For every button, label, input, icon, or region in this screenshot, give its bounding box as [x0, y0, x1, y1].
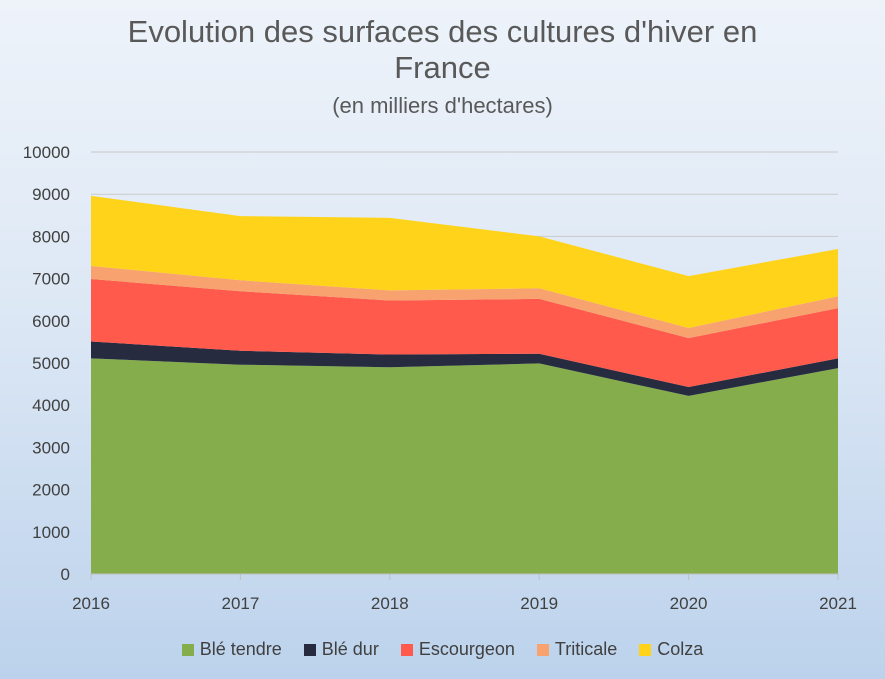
area-series-3	[91, 279, 838, 388]
chart-subtitle: (en milliers d'hectares)	[332, 93, 553, 118]
x-tick-label: 2021	[819, 594, 857, 613]
legend-label: Blé dur	[321, 639, 379, 659]
area-series-1	[91, 358, 838, 574]
legend-label: Blé tendre	[199, 639, 282, 659]
legend-item: Escourgeon	[400, 639, 515, 660]
legend-swatch	[639, 643, 652, 656]
legend-label: Colza	[657, 639, 704, 659]
x-tick-label: 2019	[520, 594, 558, 613]
x-tick-label: 2018	[371, 594, 409, 613]
legend-label: Triticale	[554, 639, 618, 659]
legend-swatch	[536, 643, 549, 656]
legend-item: Blé tendre	[181, 639, 282, 660]
legend-item: Colza	[639, 639, 703, 660]
y-tick-label: 3000	[32, 438, 70, 457]
y-tick-label: 1000	[32, 523, 70, 542]
legend-swatch	[181, 643, 194, 656]
y-tick-label: 10000	[23, 143, 70, 162]
legend-item: Blé dur	[303, 639, 379, 660]
chart-title-line1: Evolution des surfaces des cultures d'hi…	[127, 14, 758, 49]
legend-swatch	[303, 643, 316, 656]
x-tick-label: 2017	[221, 594, 259, 613]
x-tick-label: 2020	[670, 594, 708, 613]
y-tick-label: 0	[61, 565, 70, 584]
area-series-2	[91, 341, 838, 396]
y-tick-label: 2000	[32, 481, 70, 500]
area-series-4	[91, 265, 838, 339]
y-tick-label: 4000	[32, 396, 70, 415]
x-tick-label: 2016	[72, 594, 110, 613]
legend-swatch	[400, 643, 413, 656]
chart-title-line2: France	[394, 50, 491, 85]
legend-label: Escourgeon	[418, 639, 515, 659]
y-tick-label: 6000	[32, 312, 70, 331]
y-tick-label: 5000	[32, 354, 70, 373]
y-tick-label: 9000	[32, 185, 70, 204]
y-tick-label: 8000	[32, 227, 70, 246]
legend: Blé tendre Blé dur Escourgeon Triticale Colz…	[0, 639, 885, 660]
legend-item: Triticale	[536, 639, 618, 660]
chart-title: Evolution des surfaces des cultures d'hi…	[0, 14, 885, 86]
area-series-5	[91, 195, 838, 328]
y-tick-label: 7000	[32, 270, 70, 289]
